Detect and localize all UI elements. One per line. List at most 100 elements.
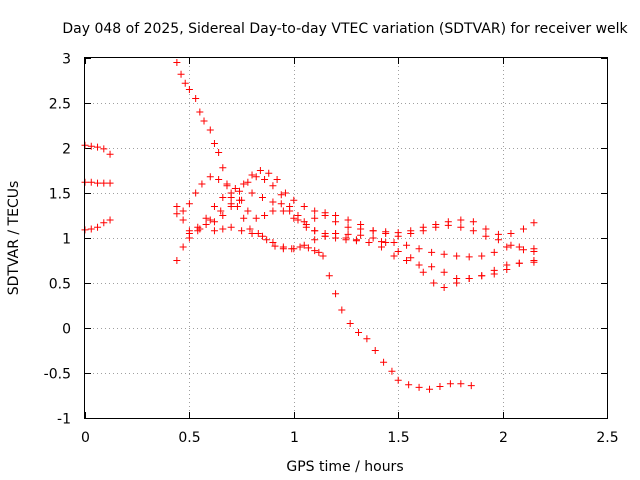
data-point: [344, 230, 352, 238]
data-point: [346, 320, 354, 327]
data-point: [403, 257, 411, 264]
series-track-8: [185, 189, 538, 255]
data-point: [382, 230, 390, 237]
data-point: [515, 243, 523, 251]
data-point: [436, 383, 444, 390]
data-point: [304, 244, 312, 252]
data-point: [342, 234, 350, 242]
data-point: [482, 232, 490, 240]
y-tick-label: 1.5: [49, 187, 71, 203]
data-point: [430, 279, 438, 287]
data-point: [432, 223, 440, 231]
data-point: [469, 218, 477, 226]
data-point: [206, 126, 214, 134]
data-point: [219, 225, 227, 233]
y-tick-label: 2: [62, 142, 71, 158]
data-point: [363, 335, 371, 343]
data-point: [407, 230, 415, 237]
series-track-2: [81, 178, 114, 187]
series-track-5: [173, 167, 538, 238]
data-point: [179, 207, 187, 215]
data-point: [296, 243, 304, 251]
data-point: [377, 243, 385, 251]
y-tick-label: 3: [62, 52, 71, 68]
data-point: [210, 140, 218, 147]
data-point: [258, 194, 266, 201]
x-tick-label: 2.5: [596, 430, 618, 446]
data-point: [100, 219, 108, 227]
x-tick-label: 1.5: [387, 430, 409, 446]
data-point: [428, 263, 436, 271]
data-point: [321, 209, 329, 217]
data-point: [440, 284, 448, 291]
data-point: [311, 207, 319, 215]
data-point: [457, 380, 465, 388]
series-track-1: [81, 141, 114, 158]
data-point: [200, 117, 208, 125]
data-point: [277, 191, 285, 199]
data-point: [465, 253, 473, 261]
data-point: [519, 225, 527, 233]
series-track-9: [210, 223, 538, 282]
data-point: [196, 108, 204, 116]
data-point: [273, 176, 281, 183]
data-point: [403, 241, 411, 249]
data-point: [269, 239, 277, 246]
data-point: [279, 207, 287, 215]
data-point: [357, 231, 365, 239]
data-point: [177, 70, 185, 78]
data-point: [181, 79, 189, 87]
data-point: [332, 218, 340, 226]
data-point: [219, 212, 227, 219]
data-point: [332, 230, 340, 237]
data-point: [185, 86, 193, 93]
data-point: [198, 180, 206, 188]
data-point: [507, 241, 515, 249]
data-point: [369, 234, 377, 242]
data-point: [227, 223, 235, 231]
data-point: [294, 216, 302, 224]
data-point: [446, 380, 454, 388]
data-point: [344, 216, 352, 224]
data-point: [179, 216, 187, 224]
data-point: [405, 381, 413, 389]
data-point: [215, 176, 223, 183]
data-point: [263, 236, 271, 244]
data-point: [332, 290, 340, 298]
data-point: [482, 225, 490, 233]
data-point: [365, 239, 373, 246]
data-point: [240, 180, 248, 188]
data-point: [319, 252, 327, 260]
data-point: [478, 272, 486, 280]
data-point: [530, 248, 538, 255]
data-point: [503, 243, 511, 251]
data-point: [87, 142, 95, 150]
data-point: [453, 275, 461, 282]
data-point: [394, 248, 402, 255]
data-point: [519, 246, 527, 254]
data-point: [457, 223, 465, 231]
data-point: [244, 178, 252, 186]
data-point: [196, 225, 204, 233]
data-point: [248, 230, 256, 237]
data-point: [106, 179, 114, 187]
data-point: [311, 247, 319, 255]
data-point: [440, 250, 448, 258]
data-point: [332, 212, 340, 219]
data-point: [371, 347, 379, 354]
data-point: [238, 196, 246, 204]
data-point: [94, 143, 102, 151]
data-point: [87, 225, 95, 233]
data-point: [490, 248, 498, 256]
data-point: [338, 306, 346, 314]
data-point: [321, 232, 329, 240]
data-point: [173, 203, 181, 210]
data-point: [192, 95, 200, 102]
data-point: [192, 189, 200, 197]
plot-frame: [84, 57, 608, 419]
data-point: [469, 227, 477, 235]
data-point: [94, 179, 102, 187]
data-point: [390, 239, 398, 246]
data-point: [300, 218, 308, 226]
data-point: [407, 254, 415, 262]
